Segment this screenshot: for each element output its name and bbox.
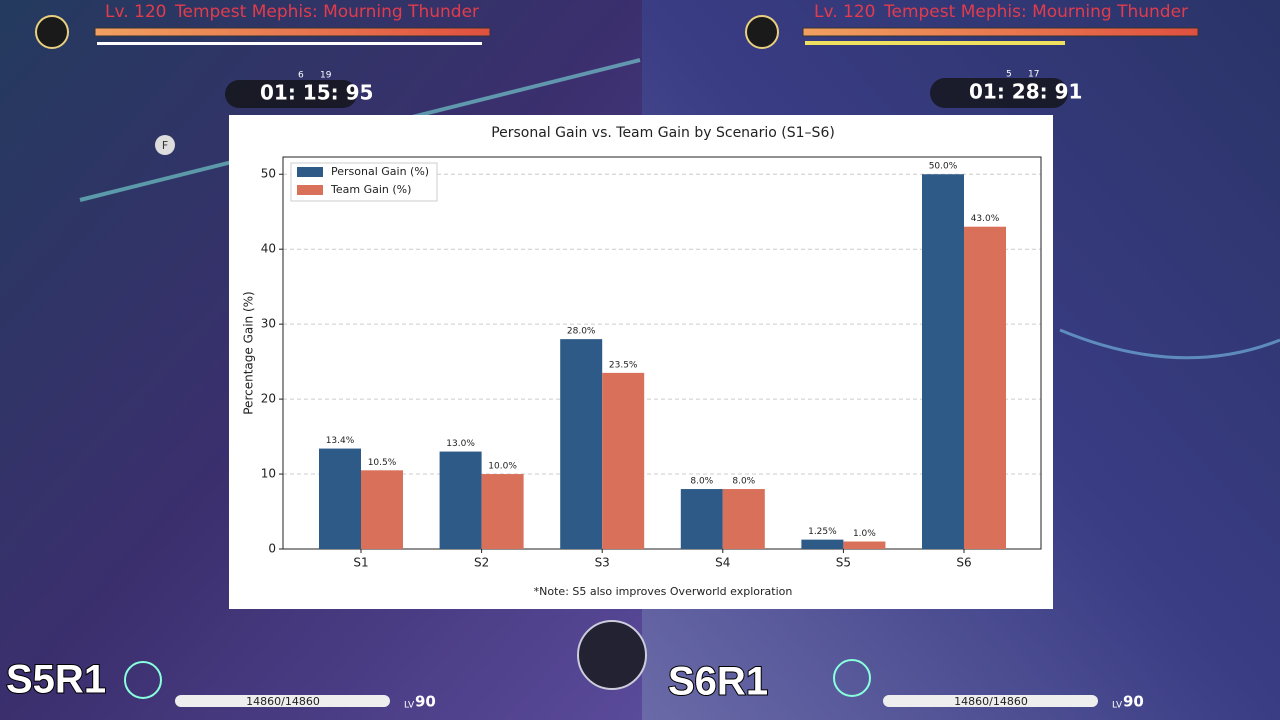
y-tick-label: 20: [261, 392, 276, 406]
timer-pill: [930, 78, 1068, 108]
hp-bar: [175, 695, 390, 707]
timer: 01: 28: 91: [969, 80, 1082, 104]
build-label: S5R1: [6, 658, 106, 702]
x-tick-label: S4: [715, 556, 730, 570]
timer: 01: 15: 95: [260, 81, 373, 105]
bar: [843, 541, 886, 549]
boss-icon: [35, 15, 69, 49]
value-label: 28.0%: [567, 327, 596, 337]
build-label: S6R1: [668, 660, 768, 704]
chart-note: *Note: S5 also improves Overworld explor…: [534, 585, 793, 598]
legend-label: Personal Gain (%): [331, 165, 429, 178]
hp-text: 14860/14860: [246, 695, 320, 708]
x-tick-label: S6: [956, 556, 971, 570]
boss-shield-bar: [97, 42, 482, 45]
value-label: 10.5%: [368, 458, 397, 468]
legend-label: Team Gain (%): [330, 183, 411, 196]
y-tick-label: 40: [261, 242, 276, 256]
boss-name: Tempest Mephis: Mourning Thunder: [883, 2, 1188, 22]
bar: [922, 174, 964, 549]
bar: [560, 339, 603, 549]
buff-count: 5: [1006, 70, 1012, 80]
buff-count: 17: [1028, 70, 1039, 80]
x-tick-label: S5: [836, 556, 851, 570]
value-label: 8.0%: [732, 477, 755, 487]
bar: [439, 451, 482, 549]
x-tick-label: S3: [595, 556, 610, 570]
y-tick-label: 10: [261, 467, 276, 481]
lv: 90: [415, 693, 436, 711]
boss-hp-bar: [802, 27, 1199, 37]
bar: [361, 470, 403, 549]
bar: [680, 489, 723, 549]
value-label: 1.25%: [808, 527, 837, 537]
lv-prefix: LV: [1112, 701, 1123, 711]
ult-icon: [577, 620, 647, 690]
value-label: 23.5%: [609, 360, 638, 370]
bar: [319, 448, 361, 549]
boss-shield-bar: [805, 41, 1065, 45]
y-tick-label: 50: [261, 167, 276, 181]
bar: [602, 372, 645, 549]
value-label: 13.4%: [326, 436, 355, 446]
y-axis-label: Percentage Gain (%): [242, 291, 256, 415]
value-label: 13.0%: [446, 439, 475, 449]
legend-swatch: [297, 167, 323, 177]
bar: [722, 489, 765, 549]
value-label: 10.0%: [488, 462, 517, 472]
y-tick-label: 30: [261, 317, 276, 331]
plot-frame: [282, 156, 1042, 550]
y-tick-label: 0: [268, 542, 276, 556]
lv-prefix: LV: [404, 701, 415, 711]
bar: [801, 539, 844, 549]
key-label: F: [162, 139, 168, 152]
value-label: 1.0%: [853, 529, 876, 539]
hp-bar: [883, 695, 1098, 707]
x-tick-label: S2: [474, 556, 489, 570]
legend-swatch: [297, 185, 323, 195]
beam: [1059, 328, 1280, 360]
value-label: 43.0%: [971, 214, 1000, 224]
skill-icon: [124, 661, 162, 699]
chart: Personal Gain vs. Team Gain by Scenario …: [229, 115, 1053, 609]
buff-count: 6: [298, 71, 304, 81]
chart-title: Personal Gain vs. Team Gain by Scenario …: [491, 125, 835, 141]
buff-count: 19: [320, 71, 332, 81]
bar: [964, 226, 1006, 549]
skill-icon: [833, 659, 871, 697]
lv: 90: [1123, 693, 1144, 711]
boss-level: Lv. 120: [814, 2, 875, 22]
key-hint: [155, 135, 175, 155]
boss-name: Tempest Mephis: Mourning Thunder: [174, 2, 479, 22]
value-label: 8.0%: [690, 477, 713, 487]
x-tick-label: S1: [353, 556, 368, 570]
hp-text: 14860/14860: [954, 695, 1028, 708]
bar: [481, 474, 524, 549]
boss-level: Lv. 120: [105, 2, 166, 22]
boss-icon: [745, 15, 779, 49]
timer-pill: [225, 80, 357, 108]
value-label: 50.0%: [929, 162, 958, 172]
boss-hp-bar: [94, 27, 491, 37]
